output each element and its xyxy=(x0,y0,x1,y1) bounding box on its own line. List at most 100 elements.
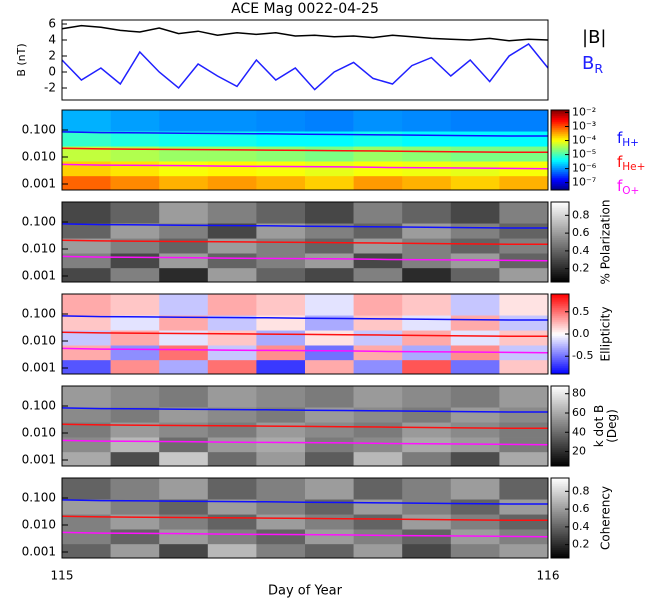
colorbar-frame xyxy=(550,201,570,283)
spectrogram-cell xyxy=(450,386,500,408)
spectrogram-cell xyxy=(450,315,500,331)
spectrogram-cell xyxy=(256,514,306,530)
colorbar-swatch xyxy=(551,274,569,277)
data-line xyxy=(61,347,549,354)
colorbar-swatch xyxy=(551,246,569,249)
colorbar-swatch xyxy=(551,214,569,217)
spectrogram-cell xyxy=(62,422,111,438)
spectrogram-cell xyxy=(62,267,111,283)
spectrogram-cell xyxy=(353,499,403,515)
spectrogram-cell xyxy=(62,514,111,530)
spectrogram-cell xyxy=(305,175,354,191)
spectrogram-cell xyxy=(110,529,160,545)
y-tick-label: 0.100 xyxy=(22,490,56,504)
colorbar-swatch xyxy=(551,298,569,301)
spectrogram-cell xyxy=(402,386,452,408)
legend-subscript: He+ xyxy=(622,161,645,173)
spectrogram-cell xyxy=(207,110,257,132)
spectrogram-cell xyxy=(499,146,549,162)
colorbar-swatch xyxy=(551,420,569,423)
spectrogram-cell xyxy=(499,451,549,467)
spectrogram-cell xyxy=(159,422,209,438)
spectrogram-cell xyxy=(159,543,209,559)
colorbar-swatch xyxy=(551,386,569,389)
legend-name: f xyxy=(617,177,623,195)
colorbar-title: (Deg) xyxy=(605,409,619,443)
spectrogram-cell xyxy=(110,223,160,239)
colorbar-swatch xyxy=(551,216,569,219)
spectrogram-cell xyxy=(499,407,549,423)
colorbar-swatch xyxy=(551,140,569,143)
spectrogram-cell xyxy=(62,359,111,375)
colorbar-swatch xyxy=(551,164,569,167)
colorbar-tick-label: -0.5 xyxy=(572,349,593,362)
colorbar-swatch xyxy=(551,372,569,375)
colorbar-tick-label: 0.2 xyxy=(572,262,590,275)
spectrogram-cell xyxy=(499,478,549,500)
colorbar-swatch xyxy=(551,150,569,153)
colorbar-swatch xyxy=(551,548,569,551)
colorbar-swatch xyxy=(551,220,569,223)
colorbar-swatch xyxy=(551,310,569,313)
colorbar-swatch xyxy=(551,546,569,549)
spectrogram-cell xyxy=(207,514,257,530)
colorbar-swatch xyxy=(551,556,569,559)
colorbar-swatch xyxy=(551,506,569,509)
colorbar-swatch xyxy=(551,258,569,261)
spectrogram-cell xyxy=(450,543,500,559)
y-tick-label: 0.100 xyxy=(22,306,56,320)
colorbar-swatch xyxy=(551,320,569,323)
spectrogram-cell xyxy=(402,330,452,346)
spectrogram-cell xyxy=(159,253,209,269)
colorbar-swatch xyxy=(551,348,569,351)
colorbar-title: % Polarization xyxy=(599,200,613,285)
colorbar-swatch xyxy=(551,450,569,453)
spectrogram-cell xyxy=(256,437,306,453)
colorbar-swatch xyxy=(551,526,569,529)
colorbar-swatch xyxy=(551,242,569,245)
colorbar-swatch xyxy=(551,256,569,259)
colorbar-swatch xyxy=(551,126,569,129)
colorbar-swatch xyxy=(551,342,569,345)
colorbar-swatch xyxy=(551,360,569,363)
colorbar-swatch xyxy=(551,454,569,457)
colorbar-swatch xyxy=(551,350,569,353)
colorbar-swatch xyxy=(551,446,569,449)
spectrogram-cell xyxy=(353,345,403,361)
spectrogram-cell xyxy=(207,386,257,408)
spectrogram-cell xyxy=(402,315,452,331)
spectrogram-cell xyxy=(256,345,306,361)
spectrogram-cell xyxy=(110,422,160,438)
spectrogram-cell xyxy=(256,267,306,283)
colorbar-swatch xyxy=(551,302,569,305)
colorbar-tick-label: 0.4 xyxy=(572,520,590,533)
spectrogram-cell xyxy=(62,386,111,408)
spectrogram-cell xyxy=(450,223,500,239)
y-tick-label: 0.010 xyxy=(22,242,56,256)
spectrogram-cell xyxy=(207,359,257,375)
legend-name: B xyxy=(582,53,594,74)
colorbar-swatch xyxy=(551,504,569,507)
y-tick-label: 0.010 xyxy=(22,150,56,164)
spectrogram-cell xyxy=(499,238,549,254)
data-line xyxy=(61,499,548,505)
colorbar-swatch xyxy=(551,508,569,511)
colorbar-swatch xyxy=(551,326,569,329)
spectrogram-cell xyxy=(159,315,209,331)
colorbar-swatch xyxy=(551,176,569,179)
spectrogram-cell xyxy=(305,478,354,500)
spectrogram-cell xyxy=(305,146,354,162)
spectrogram-cell xyxy=(159,499,209,515)
legend-name: f xyxy=(617,129,623,147)
data-line xyxy=(61,515,548,521)
data-line xyxy=(61,131,548,137)
legend-label: fH+ xyxy=(617,129,639,150)
colorbar-swatch xyxy=(551,512,569,515)
spectrogram-cell xyxy=(450,478,500,500)
colorbar-swatch xyxy=(551,264,569,267)
spectrogram-cell xyxy=(256,529,306,545)
spectrogram-cell xyxy=(110,359,160,375)
colorbar-swatch xyxy=(551,388,569,391)
spectrogram-cell xyxy=(402,223,452,239)
spectrogram-cell xyxy=(305,437,354,453)
